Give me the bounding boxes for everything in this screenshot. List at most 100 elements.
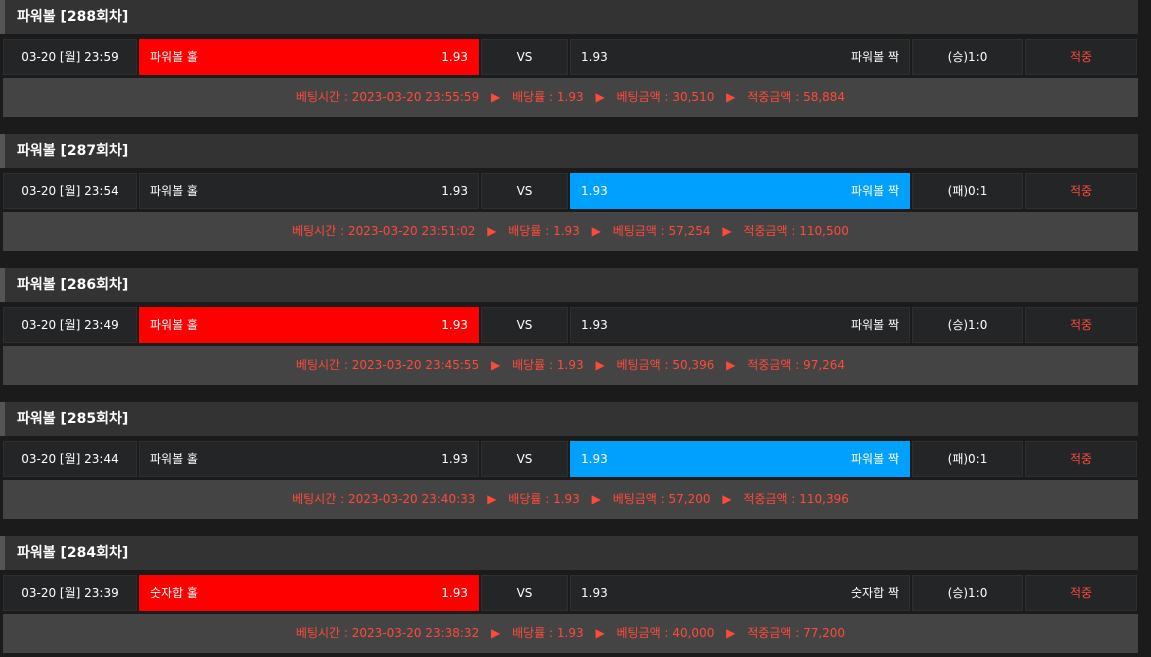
odds-label: 배당률 :	[508, 224, 554, 238]
arrow-right-icon: ▶	[487, 224, 497, 238]
home-pick-button[interactable]: 파워볼 홀 1.93	[139, 441, 479, 477]
home-odds: 1.93	[441, 452, 468, 466]
match-result: (패)0:1	[912, 173, 1023, 209]
round-title: 파워볼 [285회차]	[0, 402, 1138, 436]
arrow-right-icon: ▶	[595, 626, 605, 640]
vs-label: VS	[481, 307, 568, 343]
home-label: 파워볼 홀	[150, 452, 198, 466]
bet-round-card: 파워볼 [286회차] 03-20 [월] 23:49 파워볼 홀 1.93 V…	[0, 268, 1138, 388]
home-odds: 1.93	[441, 184, 468, 198]
status-badge: 적중	[1025, 173, 1137, 209]
home-pick-button[interactable]: 숫자합 홀 1.93	[139, 575, 479, 611]
win-amount: 110,500	[799, 224, 849, 238]
bet-time: 2023-03-20 23:38:32	[351, 626, 480, 640]
win-amount: 110,396	[799, 492, 849, 506]
home-odds: 1.93	[441, 318, 468, 332]
round-title: 파워볼 [284회차]	[0, 536, 1138, 570]
win-amount: 58,884	[803, 90, 846, 104]
arrow-right-icon: ▶	[722, 224, 732, 238]
arrow-right-icon: ▶	[726, 90, 736, 104]
bet-round-card: 파워볼 [285회차] 03-20 [월] 23:44 파워볼 홀 1.93 V…	[0, 402, 1138, 522]
bet-info-bar: 베팅시간 : 2023-03-20 23:38:32 ▶ 배당률 : 1.93 …	[3, 614, 1138, 653]
bet-info-bar: 베팅시간 : 2023-03-20 23:51:02 ▶ 배당률 : 1.93 …	[3, 212, 1138, 251]
away-pick-button[interactable]: 1.93 파워볼 짝	[570, 39, 910, 75]
away-odds: 1.93	[581, 184, 608, 198]
home-label: 숫자합 홀	[150, 586, 198, 600]
away-odds: 1.93	[581, 586, 608, 600]
win-amount-label: 적중금액 :	[747, 358, 804, 372]
bet-time-label: 베팅시간 :	[295, 358, 352, 372]
away-pick-button[interactable]: 1.93 숫자합 짝	[570, 575, 910, 611]
bet-info-bar: 베팅시간 : 2023-03-20 23:40:33 ▶ 배당률 : 1.93 …	[3, 480, 1138, 519]
home-pick-button[interactable]: 파워볼 홀 1.93	[139, 307, 479, 343]
odds-label: 배당률 :	[508, 492, 554, 506]
odds-value: 1.93	[553, 492, 580, 506]
away-label: 숫자합 짝	[851, 586, 899, 600]
match-date: 03-20 [월] 23:44	[3, 441, 137, 477]
bet-row: 03-20 [월] 23:44 파워볼 홀 1.93 VS 1.93 파워볼 짝…	[0, 441, 1138, 477]
bet-round-card: 파워볼 [288회차] 03-20 [월] 23:59 파워볼 홀 1.93 V…	[0, 0, 1138, 120]
bet-round-card: 파워볼 [284회차] 03-20 [월] 23:39 숫자합 홀 1.93 V…	[0, 536, 1138, 656]
match-result: (패)0:1	[912, 441, 1023, 477]
bet-row: 03-20 [월] 23:59 파워볼 홀 1.93 VS 1.93 파워볼 짝…	[0, 39, 1138, 75]
match-result: (승)1:0	[912, 307, 1023, 343]
odds-value: 1.93	[556, 90, 584, 104]
odds-value: 1.93	[556, 358, 584, 372]
away-label: 파워볼 짝	[851, 318, 899, 332]
away-label: 파워볼 짝	[851, 452, 899, 466]
odds-label: 배당률 :	[512, 626, 557, 640]
match-date: 03-20 [월] 23:54	[3, 173, 137, 209]
home-label: 파워볼 홀	[150, 184, 198, 198]
status-badge: 적중	[1025, 307, 1137, 343]
bet-info-bar: 베팅시간 : 2023-03-20 23:45:55 ▶ 배당률 : 1.93 …	[3, 346, 1138, 385]
round-title: 파워볼 [287회차]	[0, 134, 1138, 168]
vs-label: VS	[481, 441, 568, 477]
bet-amount-label: 베팅금액 :	[616, 626, 673, 640]
bet-time: 2023-03-20 23:55:59	[351, 90, 480, 104]
arrow-right-icon: ▶	[591, 224, 601, 238]
arrow-right-icon: ▶	[491, 358, 501, 372]
bet-round-card: 파워볼 [287회차] 03-20 [월] 23:54 파워볼 홀 1.93 V…	[0, 134, 1138, 254]
home-pick-button[interactable]: 파워볼 홀 1.93	[139, 39, 479, 75]
match-result: (승)1:0	[912, 575, 1023, 611]
win-amount-label: 적중금액 :	[747, 626, 804, 640]
bet-row: 03-20 [월] 23:49 파워볼 홀 1.93 VS 1.93 파워볼 짝…	[0, 307, 1138, 343]
arrow-right-icon: ▶	[726, 358, 736, 372]
home-pick-button[interactable]: 파워볼 홀 1.93	[139, 173, 479, 209]
bet-amount: 30,510	[672, 90, 715, 104]
away-label: 파워볼 짝	[851, 50, 899, 64]
bet-time-label: 베팅시간 :	[295, 90, 352, 104]
win-amount: 97,264	[803, 358, 846, 372]
bet-info-bar: 베팅시간 : 2023-03-20 23:55:59 ▶ 배당률 : 1.93 …	[3, 78, 1138, 117]
bet-amount-label: 베팅금액 :	[612, 492, 669, 506]
bet-time-label: 베팅시간 :	[295, 626, 352, 640]
arrow-right-icon: ▶	[487, 492, 497, 506]
status-badge: 적중	[1025, 39, 1137, 75]
odds-label: 배당률 :	[512, 358, 557, 372]
arrow-right-icon: ▶	[591, 492, 601, 506]
away-odds: 1.93	[581, 50, 608, 64]
odds-value: 1.93	[556, 626, 584, 640]
win-amount-label: 적중금액 :	[743, 224, 800, 238]
bet-amount: 57,200	[668, 492, 711, 506]
bet-time: 2023-03-20 23:51:02	[347, 224, 476, 238]
away-pick-button[interactable]: 1.93 파워볼 짝	[570, 173, 910, 209]
away-pick-button[interactable]: 1.93 파워볼 짝	[570, 307, 910, 343]
away-odds: 1.93	[581, 318, 608, 332]
bet-time: 2023-03-20 23:45:55	[351, 358, 480, 372]
arrow-right-icon: ▶	[491, 626, 501, 640]
arrow-right-icon: ▶	[595, 90, 605, 104]
match-date: 03-20 [월] 23:39	[3, 575, 137, 611]
bet-time-label: 베팅시간 :	[292, 492, 348, 506]
away-label: 파워볼 짝	[851, 184, 899, 198]
match-date: 03-20 [월] 23:59	[3, 39, 137, 75]
match-date: 03-20 [월] 23:49	[3, 307, 137, 343]
bet-row: 03-20 [월] 23:39 숫자합 홀 1.93 VS 1.93 숫자합 짝…	[0, 575, 1138, 611]
bet-amount-label: 베팅금액 :	[612, 224, 669, 238]
win-amount-label: 적중금액 :	[747, 90, 804, 104]
arrow-right-icon: ▶	[722, 492, 732, 506]
vs-label: VS	[481, 39, 568, 75]
win-amount: 77,200	[803, 626, 846, 640]
arrow-right-icon: ▶	[726, 626, 736, 640]
away-pick-button[interactable]: 1.93 파워볼 짝	[570, 441, 910, 477]
